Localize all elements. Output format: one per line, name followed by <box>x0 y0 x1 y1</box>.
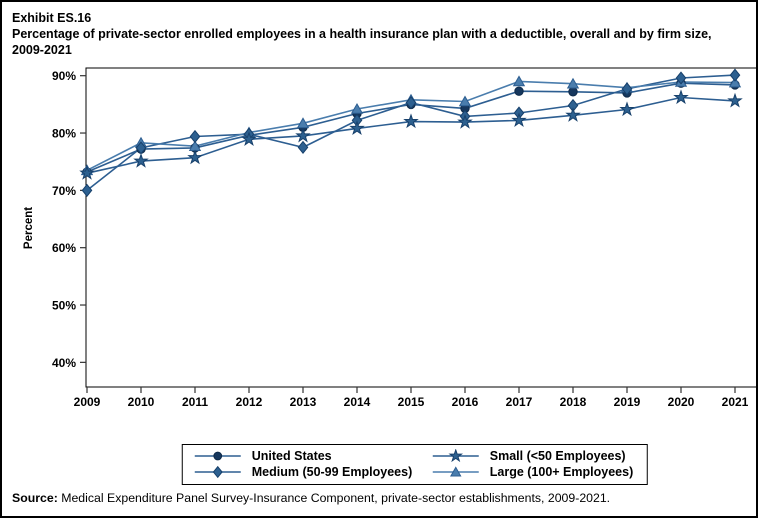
svg-text:2017: 2017 <box>506 395 533 409</box>
legend-item-small-firms: Small (<50 Employees) <box>431 449 633 463</box>
svg-text:2013: 2013 <box>290 395 317 409</box>
svg-text:2011: 2011 <box>182 395 208 409</box>
svg-text:2014: 2014 <box>344 395 371 409</box>
legend-item-united-states: United States <box>193 449 431 463</box>
svg-text:90%: 90% <box>52 69 76 83</box>
legend-label: Large (100+ Employees) <box>489 465 634 479</box>
svg-text:40%: 40% <box>52 356 76 370</box>
circle-marker-icon <box>194 451 241 461</box>
svg-text:2009: 2009 <box>74 395 101 409</box>
svg-text:2020: 2020 <box>668 395 695 409</box>
source-text: Medical Expenditure Panel Survey-Insuran… <box>57 491 611 505</box>
source-note: Source: Medical Expenditure Panel Survey… <box>12 491 610 505</box>
svg-text:2019: 2019 <box>614 395 641 409</box>
star-marker-icon <box>432 449 479 463</box>
svg-text:70%: 70% <box>52 184 76 198</box>
svg-text:2012: 2012 <box>236 395 263 409</box>
svg-text:60%: 60% <box>52 241 76 255</box>
legend-label: United States <box>251 449 332 463</box>
svg-text:80%: 80% <box>52 127 76 141</box>
triangle-marker-icon <box>432 466 479 477</box>
svg-text:Percent: Percent <box>23 207 35 249</box>
svg-text:2018: 2018 <box>560 395 587 409</box>
legend-item-large-firms: Large (100+ Employees) <box>431 465 633 479</box>
source-label: Source: <box>12 491 58 505</box>
svg-text:2016: 2016 <box>452 395 479 409</box>
exhibit-label: Exhibit ES.16 <box>12 11 92 25</box>
legend-label: Medium (50-99 Employees) <box>251 465 413 479</box>
svg-text:2015: 2015 <box>398 395 425 409</box>
svg-text:2010: 2010 <box>128 395 155 409</box>
legend-item-medium-firms: Medium (50-99 Employees) <box>193 465 431 479</box>
page-title: Percentage of private-sector enrolled em… <box>12 27 712 57</box>
legend: United States Small (<50 Employees) Medi… <box>181 444 649 485</box>
legend-label: Small (<50 Employees) <box>489 449 626 463</box>
diamond-marker-icon <box>194 465 241 479</box>
svg-text:50%: 50% <box>52 299 76 313</box>
svg-text:2021: 2021 <box>722 395 749 409</box>
